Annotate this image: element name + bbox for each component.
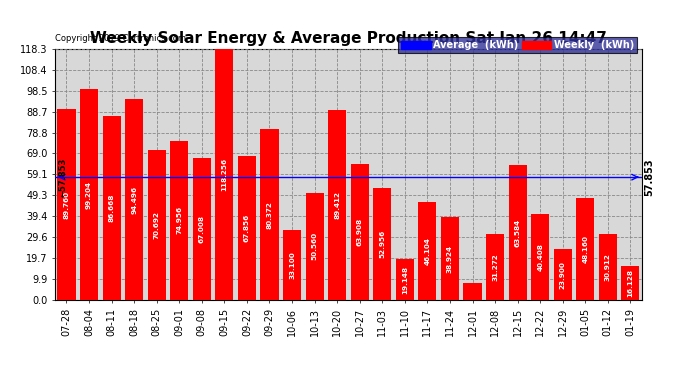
Text: 38.924: 38.924 [447,244,453,273]
Bar [215,49,233,300]
Text: 99.204: 99.204 [86,181,92,209]
Title: Weekly Solar Energy & Average Production Sat Jan 26 14:47: Weekly Solar Energy & Average Production… [90,31,607,46]
Text: 48.160: 48.160 [582,235,589,263]
Text: 67.856: 67.856 [244,214,250,242]
Bar [170,141,188,300]
Bar [351,164,368,300]
Bar [576,198,594,300]
Bar [509,165,526,300]
Bar [622,266,640,300]
Text: ←57.853: ←57.853 [59,158,68,197]
Bar [441,217,459,300]
Bar [486,234,504,300]
Text: 63.908: 63.908 [357,218,363,246]
Text: 89.760: 89.760 [63,190,70,219]
Text: 50.560: 50.560 [312,232,317,260]
Text: 33.100: 33.100 [289,251,295,279]
Text: 52.956: 52.956 [380,230,385,258]
Text: 19.148: 19.148 [402,266,408,294]
Text: 80.372: 80.372 [266,201,273,229]
Text: 46.104: 46.104 [424,237,431,265]
Bar [238,156,256,300]
Bar [306,193,324,300]
Bar [193,158,211,300]
Text: 74.956: 74.956 [176,206,182,234]
Text: Copyright 2019 Cartronics.com: Copyright 2019 Cartronics.com [55,34,186,43]
Text: 70.692: 70.692 [154,211,159,239]
Bar [283,230,301,300]
Text: 89.412: 89.412 [334,191,340,219]
Text: 30.912: 30.912 [605,253,611,281]
Bar [464,284,482,300]
Text: 40.408: 40.408 [538,243,543,271]
Bar [373,188,391,300]
Text: 67.008: 67.008 [199,215,205,243]
Bar [599,234,617,300]
Bar [531,214,549,300]
Bar [261,129,279,300]
Text: 94.496: 94.496 [131,186,137,214]
Legend: Average  (kWh), Weekly  (kWh): Average (kWh), Weekly (kWh) [398,37,637,53]
Bar [57,110,75,300]
Text: 63.584: 63.584 [515,218,521,246]
Bar [148,150,166,300]
Text: 118.256: 118.256 [221,158,228,191]
Text: 86.668: 86.668 [108,194,115,222]
Text: 16.128: 16.128 [627,269,633,297]
Text: 31.272: 31.272 [492,253,498,280]
Bar [554,249,572,300]
Bar [80,89,98,300]
Bar [396,260,414,300]
Bar [418,202,437,300]
Bar [103,116,121,300]
Text: 23.900: 23.900 [560,261,566,288]
Bar [125,99,144,300]
Bar [328,110,346,300]
